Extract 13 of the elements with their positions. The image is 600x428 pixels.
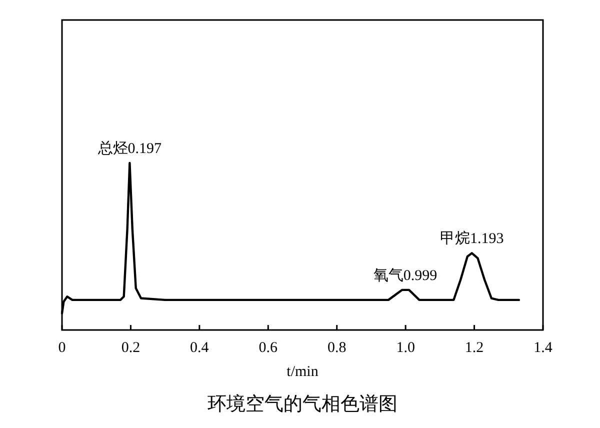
x-tick-label: 1.2 [464,340,484,356]
x-tick-label: 1.4 [534,340,553,356]
x-axis-title: t/min [286,364,319,380]
annotation: 氧气0.999 [373,266,438,284]
x-tick-label: 0.2 [121,340,140,356]
text: 环境空气的气相色谱图 [208,393,398,415]
x-tick-label: 0 [58,340,66,356]
annotation: 总烃0.197 [96,140,162,157]
x-tick-label: 0.8 [327,340,346,356]
x-tick-label: 0.4 [190,340,210,356]
x-tick-label: 1.0 [396,340,415,356]
x-tick-label: 0.6 [258,340,278,356]
annotation: 甲烷1.193 [440,230,504,248]
